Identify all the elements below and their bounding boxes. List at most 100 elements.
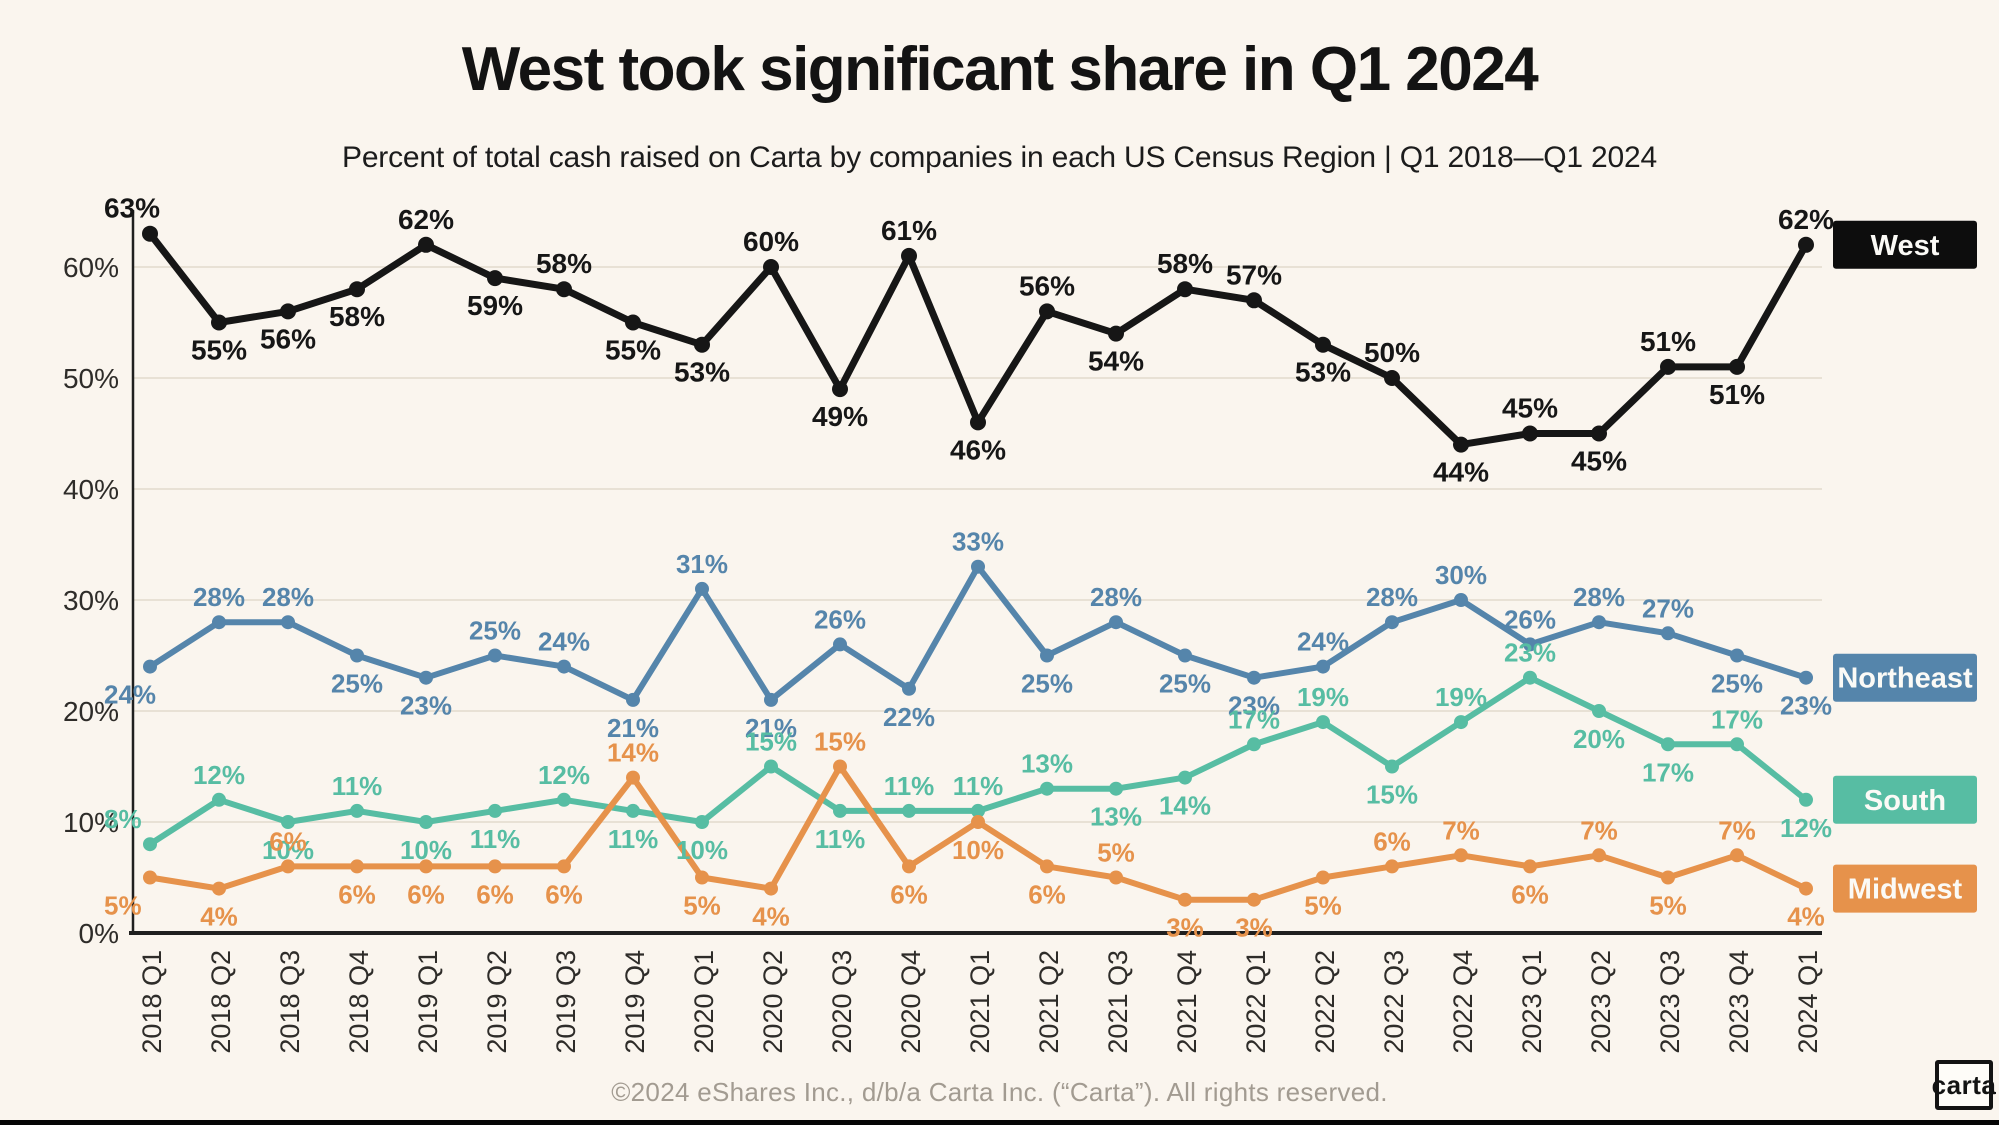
- value-label-south-1: 12%: [193, 760, 245, 790]
- value-label-west-19: 44%: [1433, 457, 1489, 488]
- value-label-south-6: 12%: [538, 760, 590, 790]
- point-south-13: [1040, 781, 1054, 796]
- point-midwest-9: [764, 881, 778, 896]
- point-northeast-21: [1592, 615, 1606, 630]
- point-south-15: [1178, 770, 1192, 785]
- value-label-south-5: 11%: [470, 824, 521, 854]
- x-tick-label-2023-q1: 2023 Q1: [1517, 950, 1547, 1054]
- point-midwest-14: [1109, 870, 1123, 885]
- point-west-20: [1522, 425, 1538, 442]
- point-south-23: [1730, 737, 1744, 752]
- point-midwest-0: [143, 870, 157, 885]
- point-midwest-24: [1799, 881, 1813, 896]
- value-label-west-21: 45%: [1571, 446, 1627, 477]
- point-midwest-21: [1592, 848, 1606, 863]
- value-label-midwest-1: 4%: [200, 902, 238, 932]
- value-label-northeast-2: 28%: [262, 582, 314, 612]
- point-northeast-17: [1316, 659, 1330, 674]
- value-label-northeast-14: 28%: [1090, 582, 1142, 612]
- point-midwest-13: [1040, 859, 1054, 874]
- value-label-northeast-12: 33%: [952, 527, 1004, 557]
- value-label-midwest-4: 6%: [407, 879, 445, 909]
- x-tick-label-2022-q3: 2022 Q3: [1379, 950, 1409, 1054]
- value-label-west-5: 59%: [467, 290, 523, 321]
- value-label-midwest-16: 3%: [1235, 913, 1273, 943]
- value-label-northeast-4: 23%: [400, 691, 452, 721]
- x-tick-label-2024-q1: 2024 Q1: [1793, 950, 1823, 1054]
- point-west-18: [1384, 370, 1400, 386]
- point-northeast-20: [1523, 637, 1537, 652]
- value-label-northeast-20: 26%: [1504, 604, 1556, 634]
- point-northeast-6: [557, 659, 571, 674]
- point-south-8: [695, 815, 709, 829]
- value-label-midwest-22: 5%: [1649, 891, 1687, 921]
- y-tick-label-10: 10%: [63, 807, 119, 838]
- point-midwest-3: [350, 859, 364, 874]
- x-tick-label-2019-q4: 2019 Q4: [620, 950, 650, 1054]
- point-west-10: [832, 381, 848, 398]
- point-west-11: [901, 247, 917, 264]
- legend-label-northeast: Northeast: [1837, 663, 1973, 695]
- point-west-12: [970, 414, 986, 431]
- point-northeast-18: [1385, 615, 1399, 630]
- value-label-west-6: 58%: [536, 248, 592, 279]
- x-tick-label-2019-q1: 2019 Q1: [413, 950, 443, 1054]
- legend-label-south: South: [1864, 785, 1946, 817]
- point-south-18: [1385, 759, 1399, 774]
- x-tick-label-2020-q1: 2020 Q1: [689, 950, 719, 1054]
- point-midwest-20: [1523, 859, 1537, 874]
- x-tick-label-2018-q3: 2018 Q3: [275, 950, 305, 1054]
- point-west-5: [487, 270, 503, 287]
- point-northeast-7: [626, 692, 640, 707]
- x-tick-label-2018-q1: 2018 Q1: [137, 950, 167, 1054]
- value-label-west-22: 51%: [1640, 326, 1696, 357]
- value-label-south-10: 11%: [815, 824, 866, 854]
- point-midwest-6: [557, 859, 571, 874]
- point-west-16: [1246, 292, 1262, 309]
- value-label-northeast-10: 26%: [814, 604, 866, 634]
- x-tick-label-2021-q4: 2021 Q4: [1172, 950, 1202, 1054]
- x-tick-label-2022-q2: 2022 Q2: [1310, 950, 1340, 1054]
- value-label-west-14: 54%: [1088, 346, 1144, 377]
- value-label-midwest-14: 5%: [1097, 838, 1135, 868]
- point-west-24: [1798, 236, 1814, 253]
- value-label-midwest-6: 6%: [545, 879, 583, 909]
- value-label-west-12: 46%: [950, 434, 1006, 465]
- point-northeast-0: [143, 659, 157, 674]
- point-northeast-15: [1178, 648, 1192, 663]
- value-label-midwest-5: 6%: [476, 879, 514, 909]
- value-label-midwest-9: 4%: [752, 902, 790, 932]
- value-label-midwest-12: 10%: [952, 835, 1004, 865]
- point-midwest-15: [1178, 892, 1192, 907]
- point-south-3: [350, 803, 364, 818]
- point-south-5: [488, 803, 502, 818]
- point-south-2: [281, 815, 295, 829]
- y-tick-label-0: 0%: [79, 918, 119, 949]
- point-south-20: [1523, 670, 1537, 685]
- value-label-south-0: 8%: [104, 804, 142, 834]
- point-west-9: [763, 259, 779, 275]
- value-label-northeast-13: 25%: [1021, 669, 1073, 699]
- point-midwest-12: [971, 815, 985, 829]
- point-midwest-7: [626, 770, 640, 785]
- x-tick-label-2020-q2: 2020 Q2: [758, 950, 788, 1054]
- point-midwest-8: [695, 870, 709, 885]
- point-south-9: [764, 759, 778, 774]
- x-tick-label-2023-q4: 2023 Q4: [1724, 950, 1754, 1054]
- x-tick-label-2022-q4: 2022 Q4: [1448, 950, 1478, 1054]
- point-northeast-11: [902, 681, 916, 696]
- point-midwest-16: [1247, 892, 1261, 907]
- footer-copyright: ©2024 eShares Inc., d/b/a Carta Inc. (“C…: [611, 1077, 1388, 1107]
- point-northeast-3: [350, 648, 364, 663]
- value-label-south-17: 19%: [1297, 682, 1349, 712]
- legend-chip-west: [1833, 220, 1977, 269]
- value-label-northeast-15: 25%: [1159, 669, 1211, 699]
- x-tick-label-2020-q3: 2020 Q3: [827, 950, 857, 1054]
- point-west-3: [349, 281, 365, 298]
- point-south-0: [143, 837, 157, 852]
- point-northeast-10: [833, 637, 847, 652]
- value-label-northeast-8: 31%: [676, 549, 728, 579]
- value-label-south-2: 10%: [262, 835, 314, 865]
- value-label-midwest-7: 14%: [607, 738, 659, 768]
